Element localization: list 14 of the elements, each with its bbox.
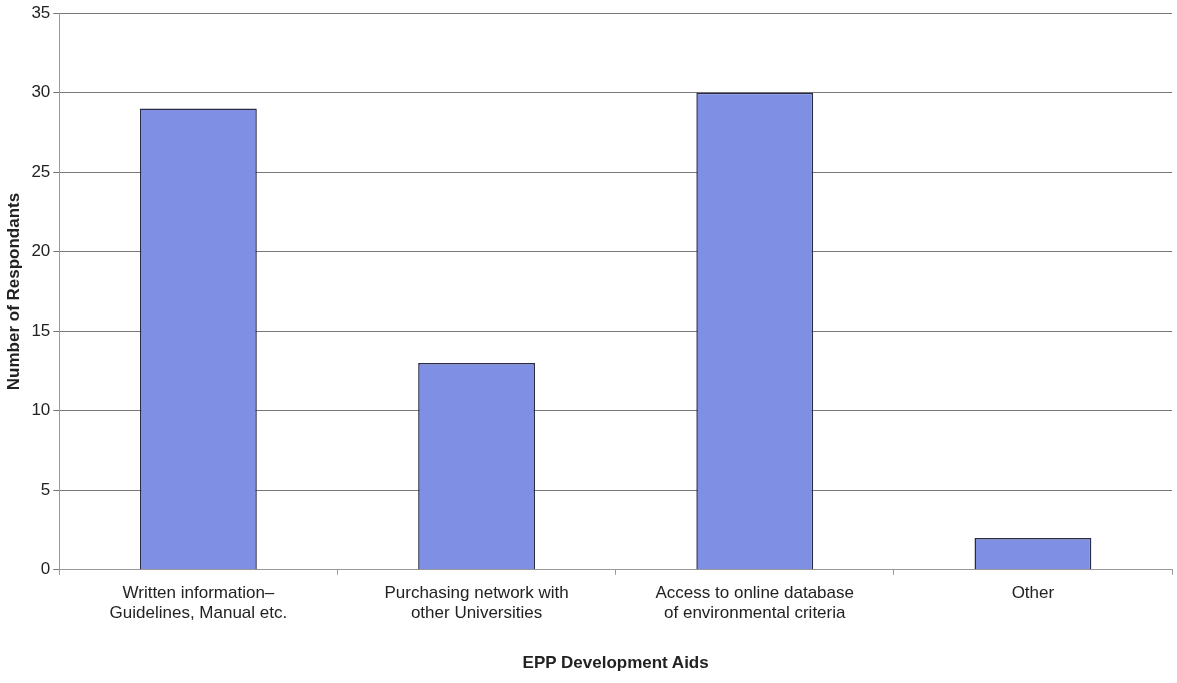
x-axis-title: EPP Development Aids <box>522 653 709 673</box>
y-tick-label: 20 <box>31 241 51 261</box>
y-axis-title: Number of Respondants <box>3 192 23 391</box>
y-tick-label: 10 <box>31 400 51 420</box>
x-tick-label: Written information– Guidelines, Manual etc. <box>109 582 288 623</box>
y-tick-label: 35 <box>31 2 51 22</box>
x-tick-label: Other <box>1011 582 1055 602</box>
x-tick-label: Purchasing network with other Universities <box>384 582 569 623</box>
y-tick-label: 15 <box>31 320 51 340</box>
y-tick-label: 5 <box>40 479 51 499</box>
y-tick-label: 25 <box>31 161 51 181</box>
x-tick-label: Access to online database of environmental criteria <box>655 582 854 623</box>
y-tick-label: 30 <box>31 82 51 102</box>
y-tick-label: 0 <box>40 559 51 579</box>
